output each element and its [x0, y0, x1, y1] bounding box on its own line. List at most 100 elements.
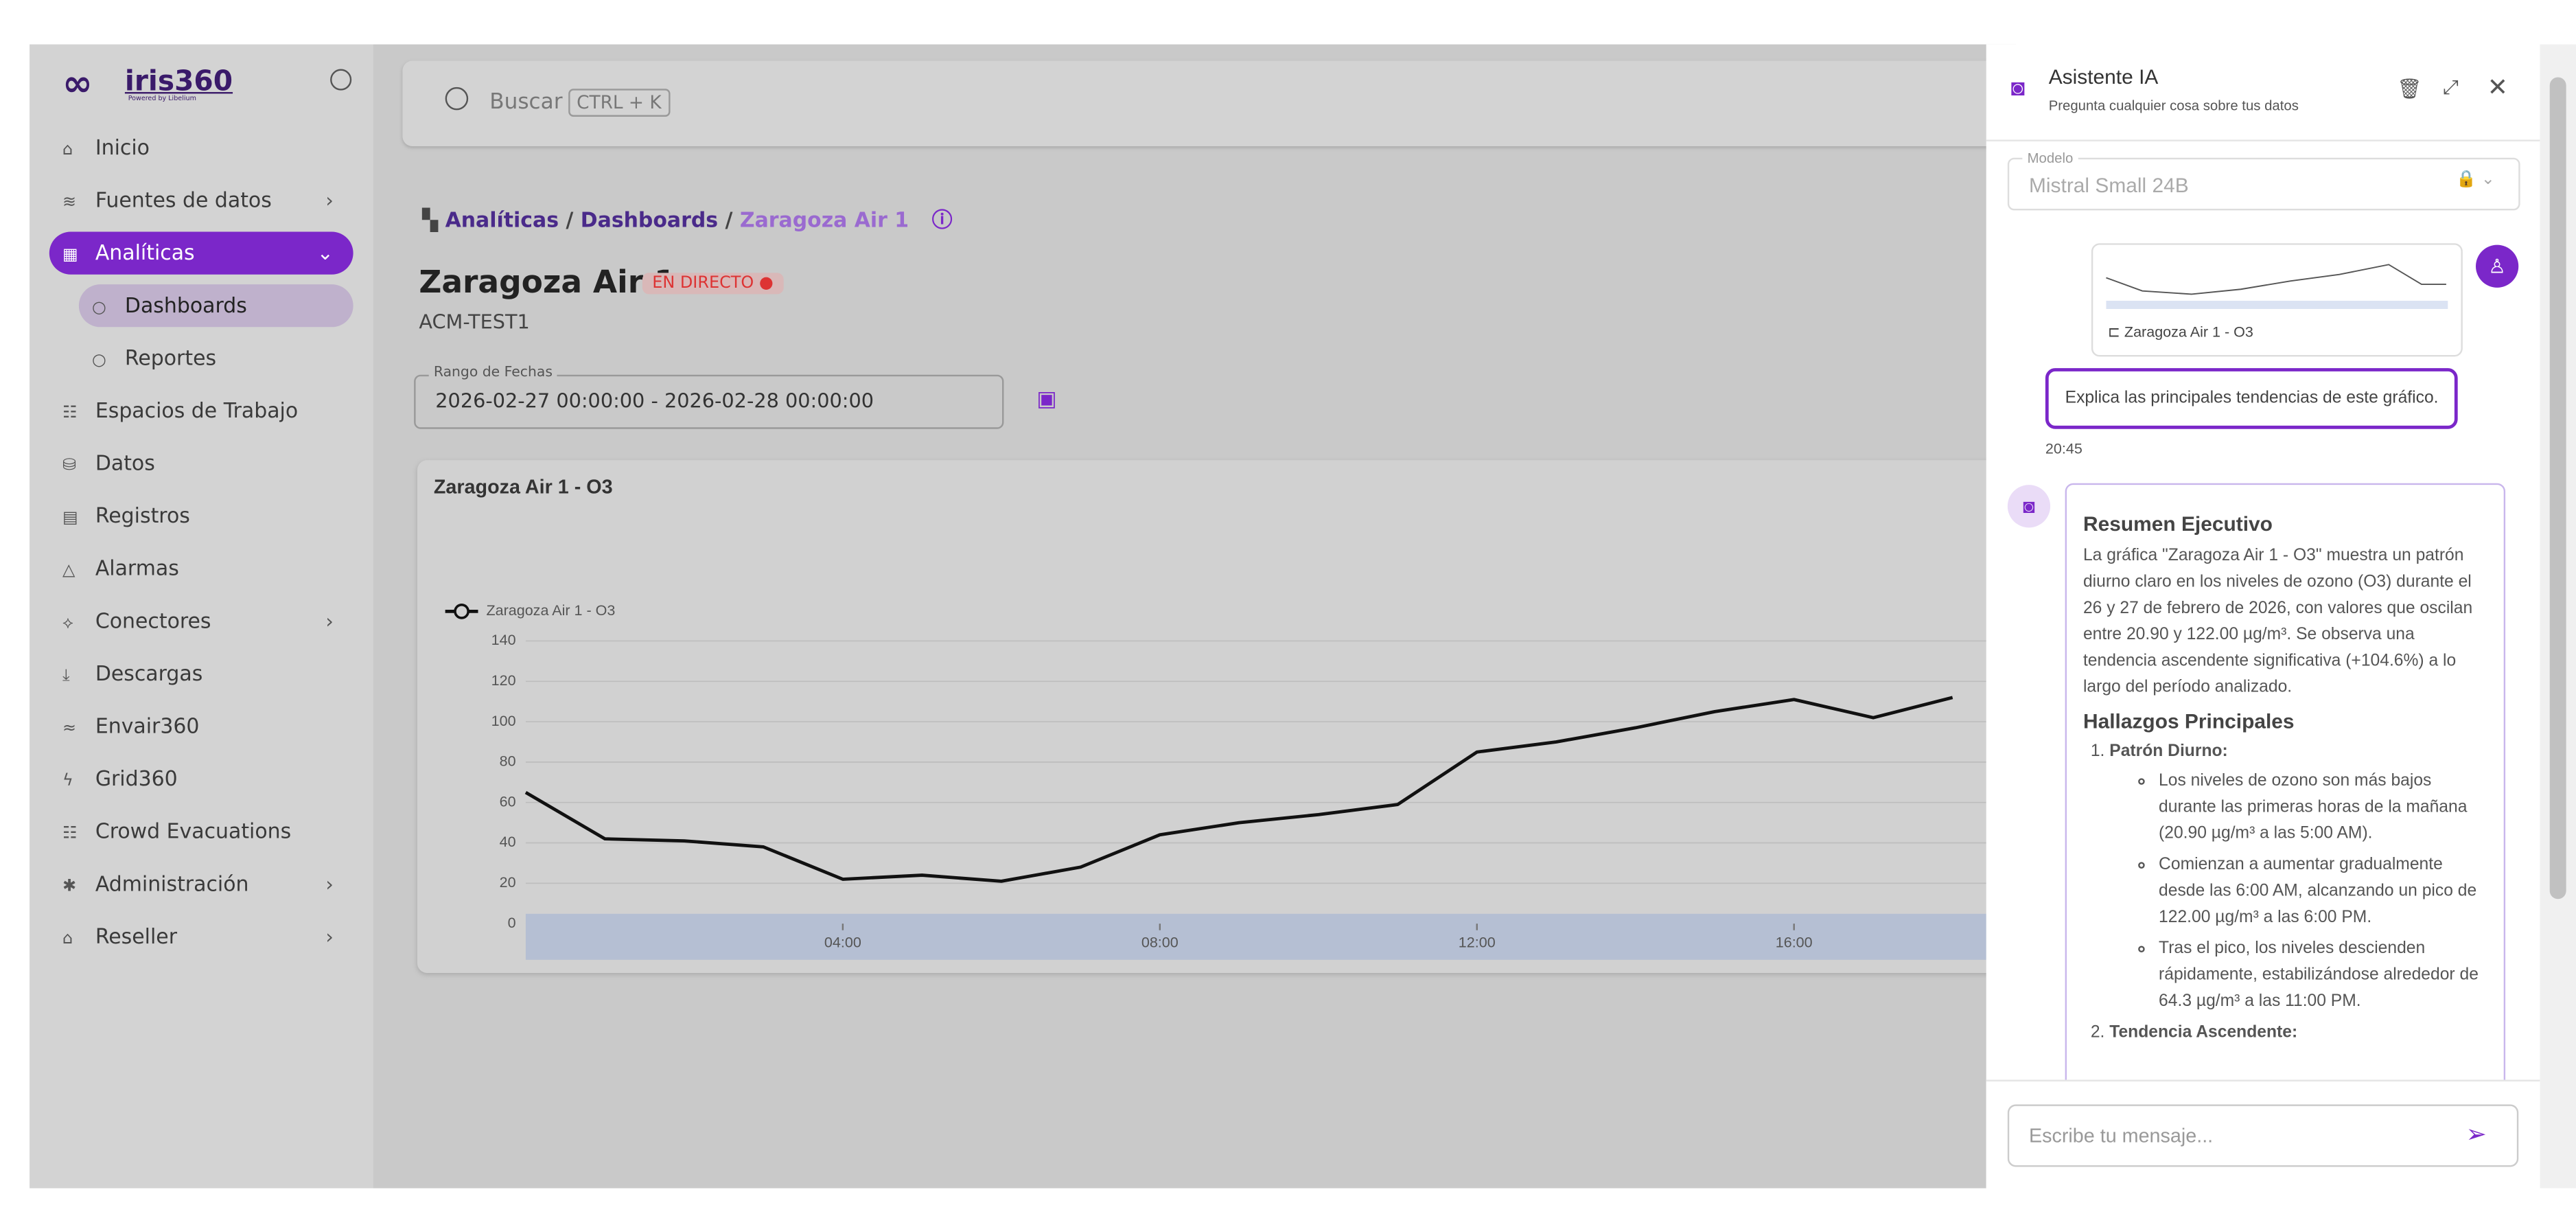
- nav-label: Grid360: [95, 766, 178, 791]
- nav-label: Reportes: [124, 345, 217, 370]
- send-button[interactable]: ➢: [2465, 1121, 2487, 1149]
- crumb[interactable]: Dashboards: [580, 207, 719, 232]
- finding: Patrón Diurno: Los niveles de ozono son m…: [2109, 740, 2490, 1016]
- nav-item[interactable]: ⛁ Datos: [49, 442, 353, 485]
- message-input[interactable]: Escribe tu mensaje... ➢: [2007, 1104, 2519, 1167]
- nav-icon: △: [62, 562, 76, 580]
- nav-item[interactable]: ≋ Fuentes de datos ›: [49, 179, 353, 222]
- nav-item[interactable]: ⟡ Conectores ›: [49, 600, 353, 643]
- nav-icon: ▤: [62, 509, 78, 528]
- model-value: Mistral Small 24B: [2028, 174, 2189, 198]
- nav-item[interactable]: ○ Reportes: [79, 337, 353, 380]
- date-value: 2026-02-27 00:00:00 - 2026-02-28 00:00:0…: [435, 389, 874, 413]
- attachment[interactable]: ⊏ Zaragoza Air 1 - O3: [2091, 243, 2463, 357]
- nav-label: Reseller: [95, 924, 178, 949]
- navigator[interactable]: [525, 913, 2111, 960]
- nav-item[interactable]: ▤ Registros: [49, 494, 353, 537]
- badge-text: EN DIRECTO: [652, 274, 754, 293]
- nav-item[interactable]: ☷ Espacios de Trabajo: [49, 389, 353, 432]
- live-badge: EN DIRECTO ●: [642, 273, 784, 295]
- y-tick-label: 0: [508, 915, 516, 931]
- nav-icon: ☷: [62, 825, 78, 843]
- page-title: Zaragoza Air 1: [419, 264, 676, 301]
- search-bar: Buscar CTRL + K: [402, 60, 2013, 147]
- assistant-title: Asistente IA: [2048, 65, 2159, 89]
- response-heading: Resumen Ejecutivo: [2082, 512, 2273, 536]
- finding-bullet: Comienzan a aumentar gradualmente desde …: [2159, 853, 2490, 932]
- user-message: Explica las principales tendencias de es…: [2045, 368, 2458, 429]
- assistant-subtitle: Pregunta cualquier cosa sobre tus datos: [2048, 97, 2299, 114]
- y-tick-label: 100: [491, 713, 516, 729]
- nav-label: Espacios de Trabajo: [95, 398, 299, 423]
- nav-icon: ○: [92, 352, 106, 370]
- main: Buscar CTRL + K ▚ Analíticas / Dashboard…: [373, 44, 2225, 1189]
- nav-label: Datos: [95, 450, 155, 475]
- collapse-button[interactable]: [330, 69, 352, 91]
- nav-chevron: ›: [325, 872, 334, 896]
- nav-label: Inicio: [95, 135, 150, 160]
- crumb[interactable]: Analíticas: [445, 207, 559, 232]
- nav-chevron: ⌄: [316, 241, 334, 265]
- nav-item[interactable]: ▦ Analíticas ⌄: [49, 231, 353, 275]
- expand-button[interactable]: ⤢: [2443, 76, 2459, 99]
- bot-message: Resumen Ejecutivo La gráfica "Zaragoza A…: [2065, 483, 2506, 1144]
- attachment-thumb: [2106, 264, 2448, 309]
- shortcut: CTRL + K: [568, 89, 670, 117]
- finding: Tendencia Ascendente:: [2109, 1020, 2490, 1046]
- model-select[interactable]: Modelo Mistral Small 24B 🔒 ⌄: [2007, 149, 2520, 211]
- date-range[interactable]: Rango de Fechas 2026-02-27 00:00:00 - 20…: [414, 365, 1004, 429]
- delete-button[interactable]: 🗑: [2397, 77, 2422, 101]
- nav-item[interactable]: ϟ Grid360: [49, 757, 353, 800]
- y-tick-label: 60: [500, 793, 516, 810]
- user-avatar: ♙: [2476, 244, 2519, 288]
- nav-item[interactable]: △ Alarmas: [49, 547, 353, 590]
- nav-item[interactable]: ☷ Crowd Evacuations: [49, 810, 353, 853]
- logo-sub: Powered by Libelium: [128, 93, 196, 102]
- nav-label: Analíticas: [95, 240, 195, 265]
- nav-label: Dashboards: [124, 293, 247, 317]
- crumb: Zaragoza Air 1: [739, 207, 909, 232]
- y-tick-label: 80: [500, 753, 516, 770]
- nav-label: Descargas: [95, 661, 203, 686]
- y-tick-label: 20: [500, 874, 516, 891]
- finding-title: Patrón Diurno:: [2109, 742, 2228, 761]
- nav-item[interactable]: ≈ Envair360: [49, 705, 353, 748]
- logo[interactable]: iris360: [124, 65, 233, 99]
- nav-icon: ⌂: [62, 141, 73, 160]
- nav-label: Crowd Evacuations: [95, 818, 292, 843]
- breadcrumb: ▚ Analíticas / Dashboards / Zaragoza Air…: [422, 207, 953, 232]
- date-label: Rango de Fechas: [428, 365, 558, 382]
- calendar-button[interactable]: ▣: [1036, 387, 1057, 413]
- nav-icon: ≈: [62, 720, 77, 738]
- nav-icon: ⟡: [62, 615, 73, 633]
- nav-item[interactable]: ⌂ Reseller ›: [49, 915, 353, 958]
- nav-item[interactable]: ⌂ Inicio: [49, 126, 353, 169]
- nav-label: Alarmas: [95, 556, 179, 580]
- y-tick-label: 40: [500, 834, 516, 850]
- x-tick-label: 08:00: [1141, 935, 1179, 951]
- search-input[interactable]: Buscar: [489, 90, 563, 115]
- logo-icon: ∞: [62, 64, 93, 106]
- nav-item[interactable]: ○ Dashboards: [78, 284, 353, 328]
- legend-marker: [454, 604, 469, 619]
- nav-item[interactable]: ⤓ Descargas: [49, 652, 353, 695]
- message-time: 20:45: [2045, 440, 2082, 457]
- divider: [1986, 139, 2540, 141]
- x-tick-label: 16:00: [1776, 935, 1813, 951]
- nav-chevron: ›: [325, 609, 334, 633]
- chart: Zaragoza Air 1 - O3 0 20 40 60 80 100 120 140 04…: [434, 476, 2111, 960]
- legend-label[interactable]: Zaragoza Air 1 - O3: [486, 602, 615, 619]
- nav-item[interactable]: ✱ Administración ›: [49, 863, 353, 906]
- sidebar: ∞ iris360 Powered by Libelium ⌂ Inicio ≋ Fu…: [30, 44, 373, 1189]
- finding-title: Tendencia Ascendente:: [2109, 1024, 2298, 1042]
- close-button[interactable]: ✕: [2487, 73, 2508, 102]
- nav-icon: ○: [92, 299, 106, 317]
- scroll-thumb[interactable]: [2549, 77, 2566, 900]
- bot-avatar: ◙: [2007, 485, 2051, 528]
- nav-label: Administración: [95, 871, 249, 896]
- scrollbar[interactable]: [2540, 44, 2576, 1189]
- nav-icon: ⤓: [62, 667, 70, 686]
- chart-card: Zaragoza Air 1 - O3 0 20 40 60 80 100 120 140 04…: [417, 460, 2225, 973]
- search-icon: [445, 87, 469, 111]
- nav-icon: ☷: [62, 404, 78, 423]
